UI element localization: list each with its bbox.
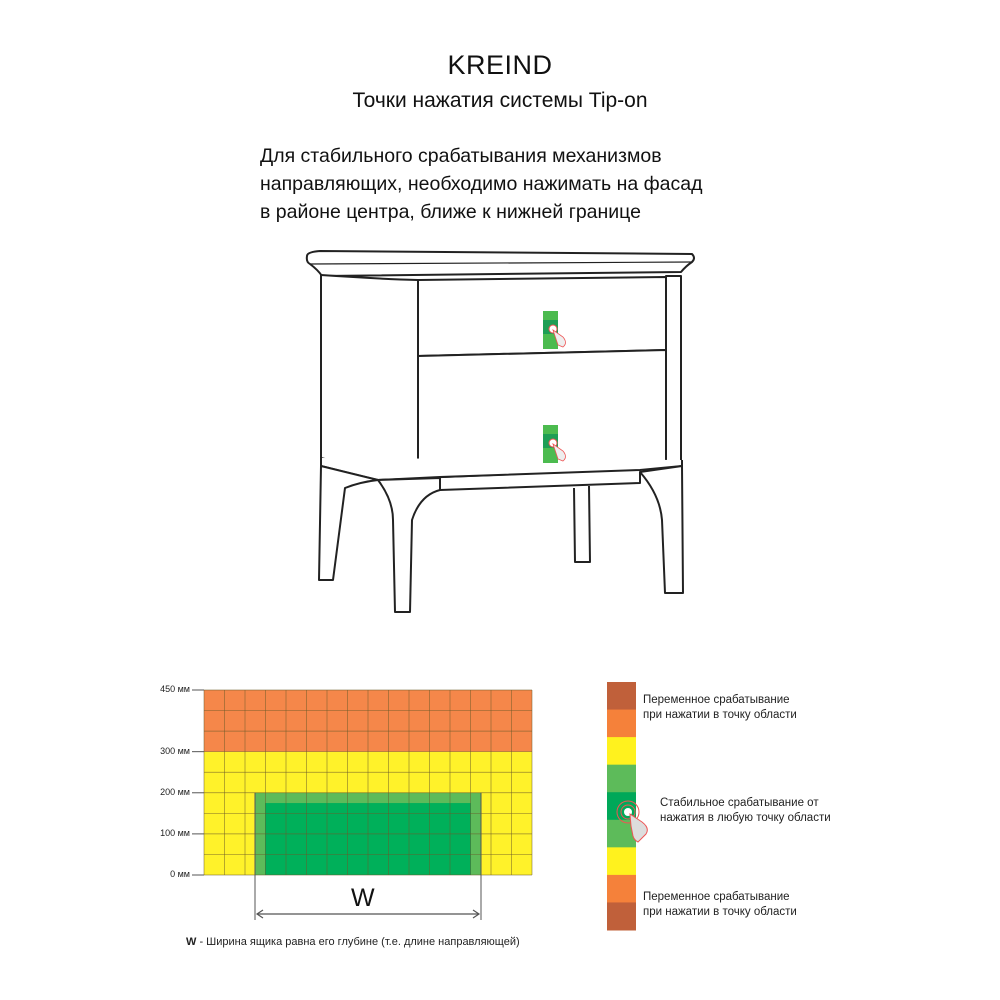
width-note: W - Ширина ящика равна его глубине (т.е.… — [186, 936, 520, 948]
tick-label: 0 мм — [170, 869, 190, 879]
legend-segment — [607, 847, 636, 876]
legend-segment — [607, 737, 636, 766]
tick-label: 450 мм — [160, 684, 190, 694]
note-text: - Ширина ящика равна его глубине (т.е. д… — [196, 936, 520, 948]
legend-bar — [607, 682, 648, 931]
arrow-head — [255, 909, 264, 919]
legend-label-middle: Стабильное срабатывание от нажатия в люб… — [660, 797, 831, 824]
legend-segment — [607, 874, 636, 903]
brand-title: KREIND — [447, 50, 553, 80]
instruction-line: в районе центра, ближе к нижней границе — [260, 201, 641, 223]
press-zone-bottom-drawer — [543, 425, 566, 463]
press-zone-grid — [192, 689, 533, 920]
legend-label-bottom: Переменное срабатывание при нажатии в то… — [643, 891, 797, 918]
press-hand-icon — [616, 800, 648, 843]
instruction-line: направляющих, необходимо нажимать на фас… — [260, 173, 703, 195]
legend-label-top: Переменное срабатывание при нажатии в то… — [643, 694, 797, 721]
instruction-line: Для стабильного срабатывания механизмов — [260, 145, 662, 167]
note-symbol: W — [186, 936, 197, 948]
legend-segment — [607, 682, 636, 711]
legend-segment — [607, 764, 636, 793]
legend-segment — [607, 709, 636, 738]
arrow-head — [472, 909, 481, 919]
width-symbol: W — [351, 884, 375, 912]
page-subtitle: Точки нажатия системы Tip-on — [352, 89, 648, 112]
nightstand-drawing — [305, 250, 695, 613]
tick-label: 100 мм — [160, 828, 190, 838]
legend-segment — [607, 902, 636, 931]
tick-label: 300 мм — [160, 746, 190, 756]
tick-label: 200 мм — [160, 787, 190, 797]
press-zone-top-drawer — [543, 311, 566, 349]
